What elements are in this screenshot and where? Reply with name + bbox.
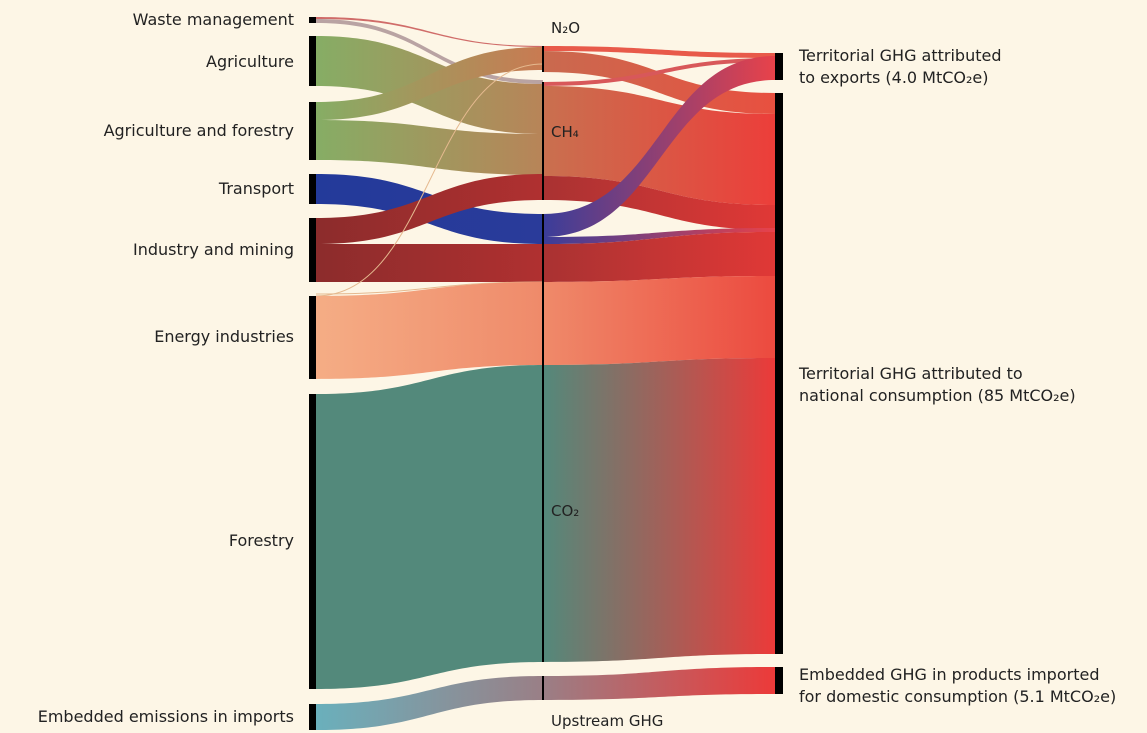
source-node-bars <box>309 17 316 730</box>
label-co2: CO₂ <box>551 502 579 520</box>
label-imported-line2: for domestic consumption (5.1 MtCO₂e) <box>799 687 1116 706</box>
label-energy-industries: Energy industries <box>154 327 294 346</box>
flow-co2-forestry <box>543 358 775 662</box>
label-embedded-imports: Embedded emissions in imports <box>38 707 294 726</box>
source-flows <box>315 17 544 730</box>
label-consumption-line2: national consumption (85 MtCO₂e) <box>799 386 1076 405</box>
node-industry-mining <box>309 218 316 282</box>
node-energy-industries <box>309 296 316 379</box>
flow-co2-energy <box>543 276 775 365</box>
label-exports-line2: to exports (4.0 MtCO₂e) <box>799 68 989 87</box>
gas-node-bars <box>542 46 544 700</box>
flow-co2-industry-2 <box>543 232 775 282</box>
flow-forestry-co2 <box>316 365 543 689</box>
gas-labels: N₂O CH₄ CO₂ Upstream GHG <box>551 19 663 730</box>
flow-agriforestry-n2o <box>316 47 543 120</box>
flow-energy-thread <box>315 63 544 297</box>
target-labels: Territorial GHG attributed to exports (4… <box>798 46 1116 706</box>
node-waste-management <box>309 17 316 23</box>
flow-co2-transport-consumption <box>543 228 775 244</box>
node-national-consumption <box>775 93 783 654</box>
label-upstream-ghg: Upstream GHG <box>551 712 663 730</box>
label-agriculture: Agriculture <box>206 52 294 71</box>
node-upstream <box>542 676 544 700</box>
node-imported-products <box>775 667 783 694</box>
node-transport <box>309 174 316 204</box>
node-embedded-imports <box>309 704 316 730</box>
label-waste-management: Waste management <box>133 10 294 29</box>
node-exports <box>775 53 783 80</box>
label-agriculture-forestry: Agriculture and forestry <box>104 121 294 140</box>
label-imported-line1: Embedded GHG in products imported <box>799 665 1099 684</box>
label-consumption-line1: Territorial GHG attributed to <box>798 364 1023 383</box>
label-n2o: N₂O <box>551 19 580 37</box>
flow-energy-co2 <box>316 282 543 379</box>
label-ch4: CH₄ <box>551 123 579 141</box>
flow-energy-thread-2 <box>315 281 544 295</box>
flow-ch4-exports <box>543 58 775 86</box>
node-agriculture <box>309 36 316 86</box>
node-agriculture-forestry <box>309 102 316 160</box>
node-forestry <box>309 394 316 689</box>
target-node-bars <box>775 53 783 694</box>
flow-agriforestry-ch4 <box>316 120 543 175</box>
target-flows <box>543 46 775 700</box>
flow-waste-n2o <box>316 17 543 47</box>
flow-co2-industry-consumption <box>543 176 775 230</box>
label-transport: Transport <box>218 179 294 198</box>
flow-industry-co2-upper <box>316 174 543 244</box>
node-co2 <box>542 214 544 662</box>
label-forestry: Forestry <box>229 531 294 550</box>
label-industry-mining: Industry and mining <box>133 240 294 259</box>
label-exports-line1: Territorial GHG attributed <box>798 46 1002 65</box>
node-n2o <box>542 46 544 72</box>
flow-upstream-imported <box>543 667 775 700</box>
flow-n2o-exports <box>543 46 775 58</box>
flow-n2o-consumption <box>543 51 775 114</box>
source-labels: Waste management Agriculture Agriculture… <box>38 10 294 726</box>
flow-imports-upstream <box>316 676 543 730</box>
flow-waste-ch4 <box>316 19 543 84</box>
flow-co2-transport-exports <box>543 56 775 237</box>
flow-industry-co2 <box>316 244 543 282</box>
node-ch4 <box>542 82 544 200</box>
